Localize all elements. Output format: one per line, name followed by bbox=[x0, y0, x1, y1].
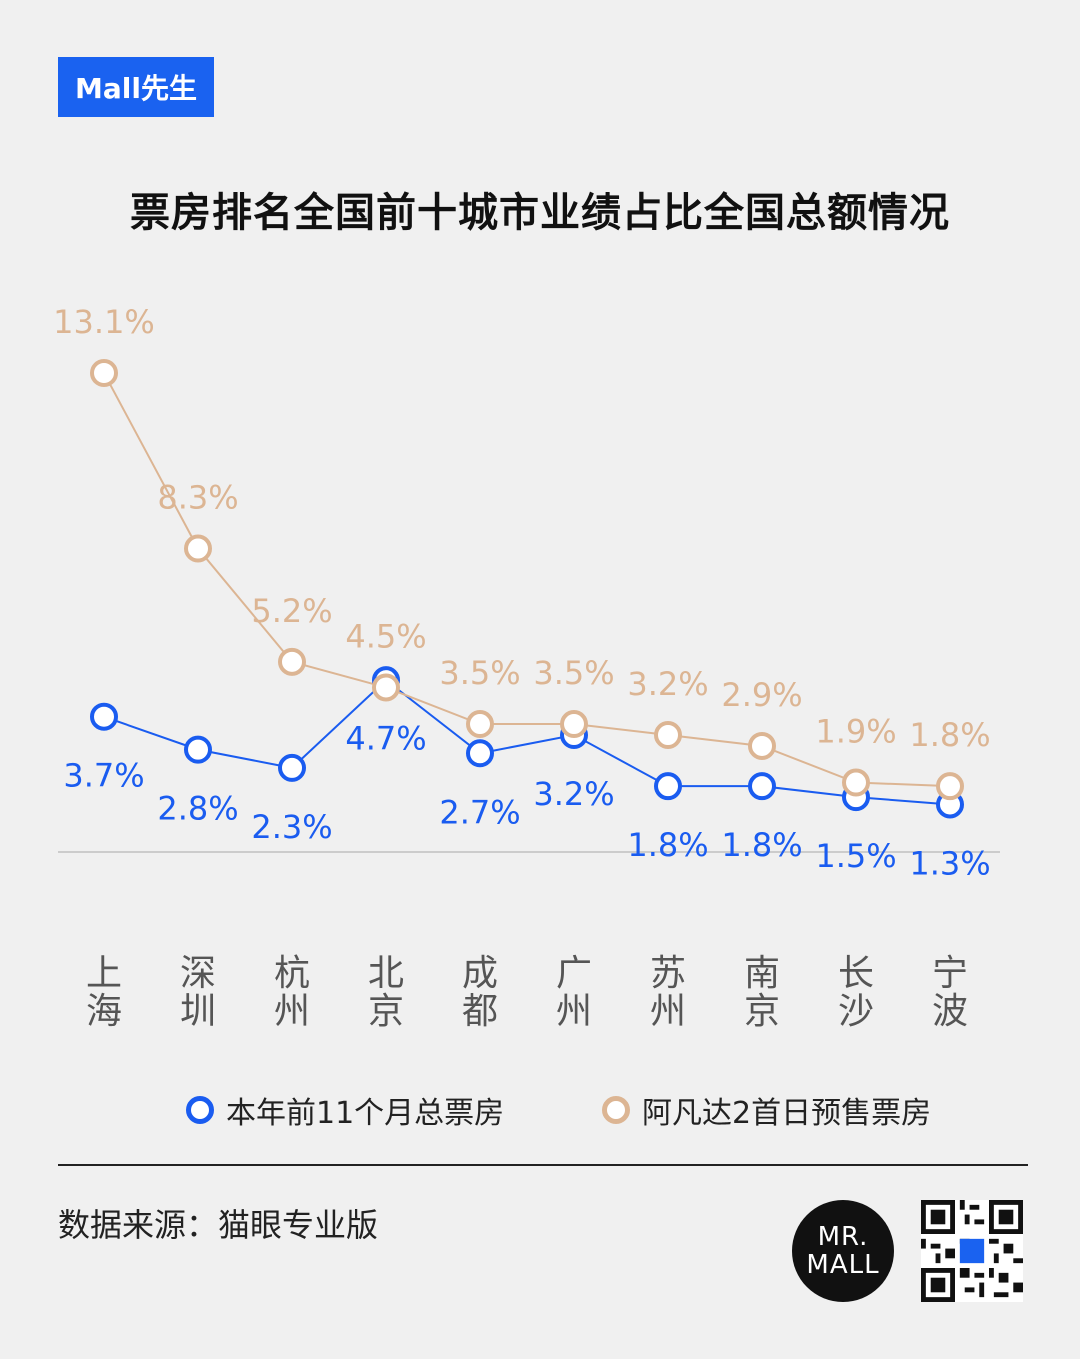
qr-code-icon bbox=[921, 1200, 1023, 1302]
blue-value-label: 1.8% bbox=[721, 826, 802, 864]
series-line-1 bbox=[103, 372, 951, 788]
brand-tag: Mall先生 bbox=[58, 57, 214, 117]
category-label: 成 bbox=[462, 953, 498, 994]
blue-value-label: 3.2% bbox=[533, 775, 614, 813]
mrmall-logo: MR. MALL bbox=[792, 1200, 894, 1302]
orange-value-label: 1.8% bbox=[909, 716, 990, 754]
orange-value-label: 8.3% bbox=[157, 479, 238, 517]
category-label: 州 bbox=[556, 991, 592, 1032]
logo-line-1: MR. bbox=[817, 1222, 869, 1252]
category-label: 南 bbox=[744, 953, 780, 994]
data-point-1-0 bbox=[90, 359, 118, 387]
orange-value-label: 3.5% bbox=[533, 654, 614, 692]
data-point-0-1 bbox=[184, 735, 212, 764]
blue-value-label: 3.7% bbox=[63, 757, 144, 795]
category-label: 州 bbox=[274, 991, 310, 1032]
blue-value-label: 2.7% bbox=[439, 793, 520, 831]
orange-value-label: 3.2% bbox=[627, 665, 708, 703]
legend-label-orange: 阿凡达2首日预售票房 bbox=[642, 1096, 932, 1131]
blue-value-label: 2.3% bbox=[251, 808, 332, 846]
divider bbox=[58, 1164, 1028, 1166]
blue-value-label: 2.8% bbox=[157, 790, 238, 828]
legend-item-blue: 本年前11个月总票房 bbox=[186, 1088, 504, 1132]
category-label: 上 bbox=[86, 953, 122, 994]
legend-marker-blue bbox=[186, 1096, 214, 1124]
blue-value-label: 1.8% bbox=[627, 826, 708, 864]
orange-value-label: 1.9% bbox=[815, 713, 896, 751]
page-title: 票房排名全国前十城市业绩占比全国总额情况 bbox=[130, 190, 950, 236]
category-label: 杭 bbox=[274, 953, 310, 994]
category-label: 圳 bbox=[180, 991, 216, 1032]
data-point-1-6 bbox=[654, 720, 682, 749]
orange-value-label: 2.9% bbox=[721, 676, 802, 714]
category-label: 都 bbox=[462, 991, 498, 1032]
category-label: 苏 bbox=[650, 953, 686, 994]
legend-item-orange: 阿凡达2首日预售票房 bbox=[602, 1088, 931, 1132]
data-source: 数据来源：猫眼专业版 bbox=[58, 1206, 379, 1244]
legend-marker-orange bbox=[602, 1096, 630, 1124]
blue-value-label: 1.3% bbox=[909, 844, 990, 882]
orange-value-label: 3.5% bbox=[439, 654, 520, 692]
data-point-1-2 bbox=[278, 647, 306, 676]
data-point-1-5 bbox=[560, 710, 588, 739]
category-label: 北 bbox=[368, 953, 404, 994]
category-label: 京 bbox=[744, 991, 780, 1032]
category-label: 波 bbox=[932, 991, 968, 1032]
category-label: 京 bbox=[368, 991, 404, 1032]
data-point-0-4 bbox=[466, 739, 494, 768]
data-point-1-9 bbox=[936, 772, 964, 801]
category-label: 深 bbox=[180, 953, 216, 994]
category-label: 州 bbox=[650, 991, 686, 1032]
data-point-0-6 bbox=[654, 772, 682, 801]
legend-label-blue: 本年前11个月总票房 bbox=[226, 1096, 505, 1131]
blue-value-label: 1.5% bbox=[815, 837, 896, 875]
series-line-0 bbox=[103, 678, 951, 806]
data-point-1-3 bbox=[372, 673, 400, 702]
orange-value-label: 13.1% bbox=[53, 303, 155, 341]
data-point-1-8 bbox=[842, 768, 870, 797]
category-label: 长 bbox=[838, 953, 874, 994]
data-point-0-2 bbox=[278, 753, 306, 782]
line-chart: 3.7% 2.8% 2.3% 4.7% 2.7% 3.2% 1.8% 1.8% 1.5% 1.3%… bbox=[53, 303, 1000, 1032]
orange-value-label: 4.5% bbox=[345, 617, 426, 655]
data-point-1-4 bbox=[466, 710, 494, 739]
category-label: 广 bbox=[556, 953, 592, 994]
blue-value-label: 4.7% bbox=[345, 719, 426, 757]
logo-line-2: MALL bbox=[806, 1250, 880, 1280]
data-point-0-7 bbox=[748, 772, 776, 801]
orange-value-label: 5.2% bbox=[251, 592, 332, 630]
data-point-0-0 bbox=[90, 702, 118, 731]
category-label: 海 bbox=[86, 991, 122, 1032]
data-point-1-1 bbox=[184, 534, 212, 563]
category-label: 宁 bbox=[932, 953, 968, 994]
data-point-1-7 bbox=[748, 731, 776, 760]
category-label: 沙 bbox=[838, 991, 874, 1032]
legend: 本年前11个月总票房 阿凡达2首日预售票房 bbox=[0, 1088, 1080, 1131]
